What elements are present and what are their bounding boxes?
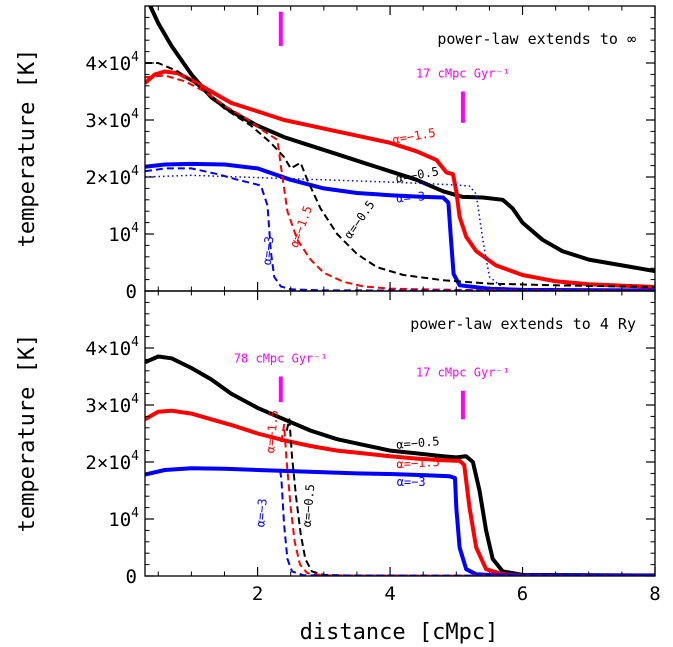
top-series-3: [145, 62, 655, 288]
bottom-x-tick-label-2: 6: [517, 583, 528, 605]
bottom-y-tick-label-1: 104: [108, 506, 139, 531]
top-y-tick-mantissa-3: 3×10: [85, 110, 131, 132]
bottom-x-tick-label-3: 8: [649, 583, 660, 605]
bottom-series-0: [145, 354, 655, 576]
top-series-5: [145, 167, 655, 291]
top-y-tick-label-4: 4×104: [85, 50, 139, 75]
bottom-y-tick-mantissa-2: 2×10: [85, 452, 131, 474]
bottom-alpha-label-4: α=−3: [253, 498, 269, 528]
bottom-y-tick-mantissa-3: 3×10: [85, 395, 131, 417]
top-y-tick-mantissa-2: 2×10: [85, 167, 131, 189]
top-y-tick-mantissa-4: 4×10: [85, 53, 131, 75]
bottom-plot-area: α=−0.5 α=−1.5 α=−3 α=−1.5 α=−3 α=−0.5: [145, 354, 655, 576]
bottom-y-tick-label-2: 2×104: [85, 449, 139, 474]
top-alpha-label-2: α=−3: [396, 189, 426, 205]
top-frame: [144, 5, 656, 292]
bottom-y-axis-label: temperature [K]: [15, 334, 40, 533]
bottom-y-tick-mantissa-1: 10: [108, 509, 131, 531]
top-alpha-label-0: α=−1.5: [391, 126, 436, 147]
top-y-tick-label-1: 104: [108, 221, 139, 246]
bottom-alpha-label-5: α=−0.5: [300, 483, 318, 527]
top-alpha-label-4: α=−1.5: [287, 204, 315, 250]
top-alpha-label-5: α=−3: [260, 236, 276, 266]
top-series-1: [145, 69, 655, 289]
top-y-tick-exponent-4: 4: [131, 50, 139, 65]
bottom-y-tick-mantissa-4: 4×10: [85, 338, 131, 360]
bottom-panel-title: power-law extends to 4 Ry: [410, 315, 636, 333]
bottom-y-tick-mantissa-0: 0: [126, 566, 137, 588]
top-y-tick-exponent-1: 4: [131, 221, 139, 236]
top-y-axis-label: temperature [K]: [15, 49, 40, 248]
bottom-alpha-label-3: α=−1.5: [263, 409, 281, 453]
bottom-panel: power-law extends to 4 Ry α=−0.5α=−1.5α=…: [85, 290, 661, 605]
bottom-y-tick-exponent-3: 4: [131, 392, 139, 407]
bottom-speed-label-0: 78 cMpc Gyr⁻¹: [234, 351, 328, 365]
top-series-4: [145, 74, 655, 291]
top-series-2: [145, 161, 655, 291]
bottom-alpha-label-0: α=−0.5: [396, 434, 440, 452]
top-y-tick-mantissa-1: 10: [108, 224, 131, 246]
bottom-series-4: [280, 423, 655, 576]
bottom-y-tick-exponent-4: 4: [131, 335, 139, 350]
top-panel: power-law extends to ∞ α=−1.5 α=−0.5 α=−3 α…: [85, 0, 656, 303]
bottom-speed-label-1: 17 cMpc Gyr⁻¹: [416, 366, 510, 380]
bottom-x-tick-label-1: 4: [384, 583, 395, 605]
x-axis-label: distance [cMpc]: [300, 620, 499, 645]
bottom-y-tick-label-4: 4×104: [85, 335, 139, 360]
bottom-alpha-label-2: α=−3: [397, 475, 426, 489]
bottom-series-3: [285, 418, 655, 576]
bottom-x-tick-label-0: 2: [252, 583, 263, 605]
top-speed-label-1: 17 cMpc Gyr⁻¹: [416, 66, 510, 80]
bottom-y-tick-exponent-2: 4: [131, 449, 139, 464]
top-y-tick-exponent-3: 4: [131, 107, 139, 122]
top-y-tick-mantissa-0: 0: [126, 281, 137, 303]
bottom-frame: [144, 290, 656, 577]
top-y-tick-label-3: 3×104: [85, 107, 139, 132]
bottom-alpha-label-1: α=−1.5: [396, 455, 440, 471]
top-y-tick-label-0: 0: [126, 281, 137, 303]
top-series-6: [145, 174, 655, 291]
top-y-tick-label-2: 2×104: [85, 164, 139, 189]
top-alpha-label-3: α=−0.5: [341, 198, 377, 242]
top-y-tick-exponent-2: 4: [131, 164, 139, 179]
top-alpha-label-1: α=−0.5: [395, 164, 440, 185]
bottom-series-1: [145, 408, 655, 576]
bottom-y-tick-exponent-1: 4: [131, 506, 139, 521]
bottom-y-tick-label-0: 0: [126, 566, 137, 588]
bottom-series-2: [145, 466, 655, 576]
bottom-y-tick-label-3: 3×104: [85, 392, 139, 417]
top-panel-title: power-law extends to ∞: [437, 30, 636, 48]
